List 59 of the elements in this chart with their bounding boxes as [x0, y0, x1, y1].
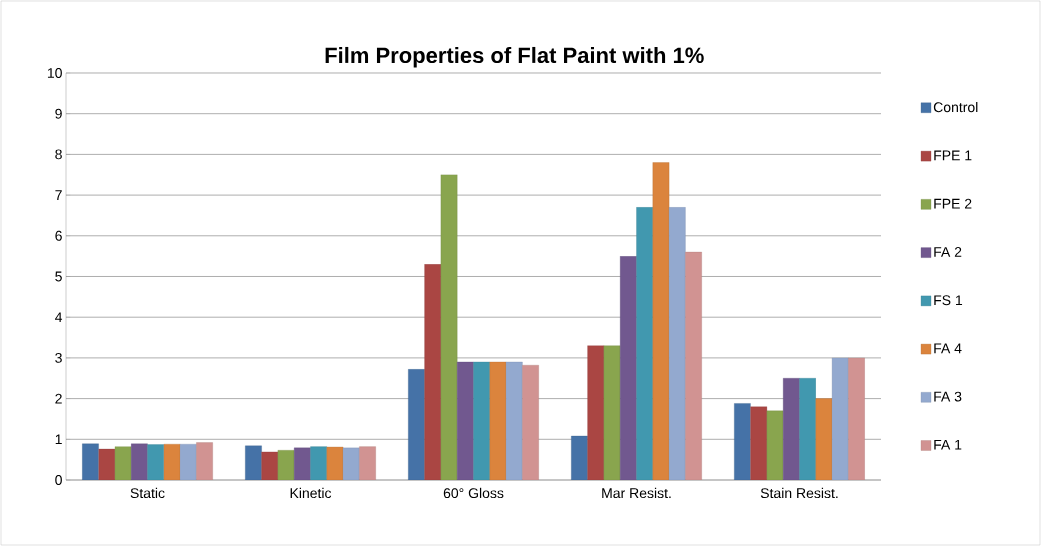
x-tick-label: Static [130, 487, 165, 499]
bar [424, 264, 442, 480]
bar [457, 361, 474, 480]
bar [473, 361, 490, 480]
y-tick-label: 7 [55, 190, 62, 200]
legend-label: Control [933, 101, 978, 113]
y-tick-label: 8 [55, 149, 62, 160]
bar [179, 444, 197, 480]
bar [750, 406, 768, 480]
bar [620, 255, 637, 480]
legend-label: FS 1 [934, 295, 963, 306]
bar [734, 403, 751, 480]
bar [571, 435, 588, 480]
bar [815, 398, 833, 480]
legend-label: FA 1 [934, 439, 962, 450]
bar [294, 447, 311, 480]
bar [440, 174, 458, 480]
bar [245, 445, 262, 480]
bar [685, 251, 702, 480]
bar [848, 357, 865, 480]
bar [261, 451, 279, 480]
x-tick-label: Mar Resist. [602, 487, 671, 499]
bar [131, 443, 148, 480]
bar [310, 446, 327, 480]
bar [766, 410, 784, 480]
y-tick-label: 4 [55, 312, 63, 323]
bar [408, 369, 425, 480]
x-tick-label: Kinetic [290, 487, 332, 499]
x-tick-label: 60° Gloss [443, 487, 504, 499]
bar [147, 444, 164, 480]
x-tick-label: Stain Resist. [760, 487, 838, 499]
bar [522, 365, 539, 480]
bar [603, 345, 621, 480]
bar [831, 357, 849, 480]
legend-label: FA 3 [934, 391, 962, 402]
y-tick-label: 10 [47, 68, 62, 78]
y-tick-label: 2 [55, 393, 62, 404]
chart-title: Film Properties of Flat Paint with 1% [325, 46, 704, 68]
bar [489, 361, 507, 480]
bar [652, 162, 670, 480]
y-tick-label: 1 [55, 434, 62, 445]
y-tick-label: 3 [55, 352, 62, 363]
bar [636, 207, 653, 480]
y-tick-label: 6 [55, 230, 62, 241]
y-tick-label: 0 [55, 475, 62, 485]
bar [82, 443, 99, 480]
bar [342, 447, 360, 480]
y-tick-label: 9 [55, 108, 62, 119]
bar [505, 361, 523, 480]
legend-label: FA 4 [934, 343, 962, 354]
bar [587, 345, 605, 480]
legend-label: FPE 2 [934, 198, 972, 209]
bar [98, 448, 116, 480]
legend-label: FPE 1 [934, 150, 972, 161]
y-tick-label: 5 [55, 271, 62, 282]
bar [799, 378, 816, 480]
bar [668, 207, 686, 480]
legend-label: FA 2 [934, 246, 962, 257]
bar [783, 378, 800, 480]
